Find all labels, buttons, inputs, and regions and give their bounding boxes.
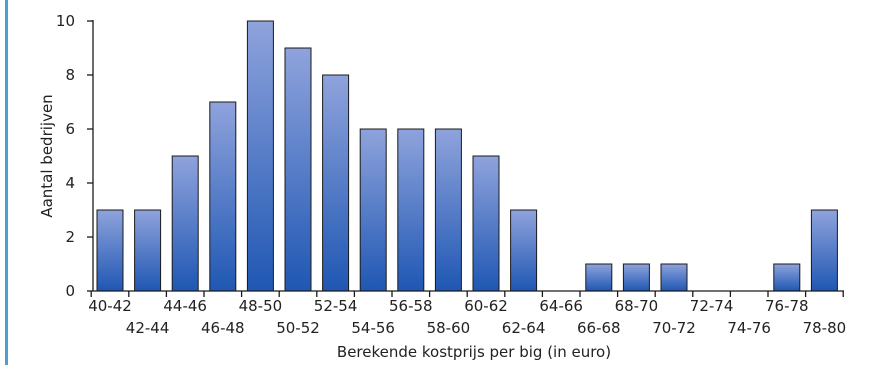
x-tick-label: 66-68: [577, 319, 621, 337]
x-tick-label: 76-78: [765, 297, 809, 315]
bar-48-50: [246, 20, 274, 292]
bar-52-54: [322, 74, 350, 292]
bar-70-72: [660, 263, 688, 292]
bar-62-64: [510, 209, 538, 292]
x-tick-label: 56-58: [389, 297, 433, 315]
x-tick-label: 50-52: [276, 319, 320, 337]
x-tick-label: 78-80: [803, 319, 847, 337]
y-tick-labels: 0 2 4 6 8 10: [56, 12, 75, 300]
left-accent-rule: [5, 0, 8, 365]
bar-78-80: [810, 209, 838, 292]
x-tick-label: 42-44: [126, 319, 170, 337]
bar-60-62: [472, 155, 500, 292]
y-tick-label: 6: [65, 120, 75, 138]
y-axis-title: Aantal bedrijven: [38, 94, 56, 217]
bar-40-42: [96, 209, 124, 292]
x-tick-label: 70-72: [652, 319, 696, 337]
bar-54-56: [359, 128, 387, 292]
y-tick-label: 0: [65, 282, 75, 300]
x-tick-labels: 40-42 42-44 44-46 46-48 48-50 50-52 52-54 54-56…: [88, 297, 846, 337]
bar-68-70: [622, 263, 650, 292]
y-tick-label: 4: [65, 174, 75, 192]
x-tick-label: 68-70: [615, 297, 659, 315]
x-tick-label: 40-42: [88, 297, 132, 315]
x-tick-label: 54-56: [351, 319, 395, 337]
y-tick-label: 10: [56, 12, 75, 30]
bar-44-46: [171, 155, 199, 292]
bar-76-78: [773, 263, 801, 292]
x-tick-label: 48-50: [239, 297, 283, 315]
y-tick-label: 8: [65, 66, 75, 84]
axes-group: [87, 20, 844, 297]
bar-66-68: [585, 263, 613, 292]
x-tick-label: 44-46: [163, 297, 207, 315]
bar-42-44: [134, 209, 162, 292]
x-tick-label: 74-76: [727, 319, 771, 337]
x-tick-label: 64-66: [539, 297, 583, 315]
x-tick-label: 62-64: [502, 319, 546, 337]
x-tick-label: 46-48: [201, 319, 245, 337]
x-tick-label: 52-54: [314, 297, 358, 315]
x-axis-title: Berekende kostprijs per big (in euro): [337, 343, 611, 361]
y-tick-label: 2: [65, 228, 75, 246]
x-tick-label: 58-60: [427, 319, 471, 337]
x-tick-label: 60-62: [464, 297, 508, 315]
bar-56-58: [397, 128, 425, 292]
bar-58-60: [434, 128, 462, 292]
bar-46-48: [209, 101, 237, 292]
bars-group: [96, 20, 838, 292]
bar-50-52: [284, 47, 312, 292]
x-tick-label: 72-74: [690, 297, 734, 315]
